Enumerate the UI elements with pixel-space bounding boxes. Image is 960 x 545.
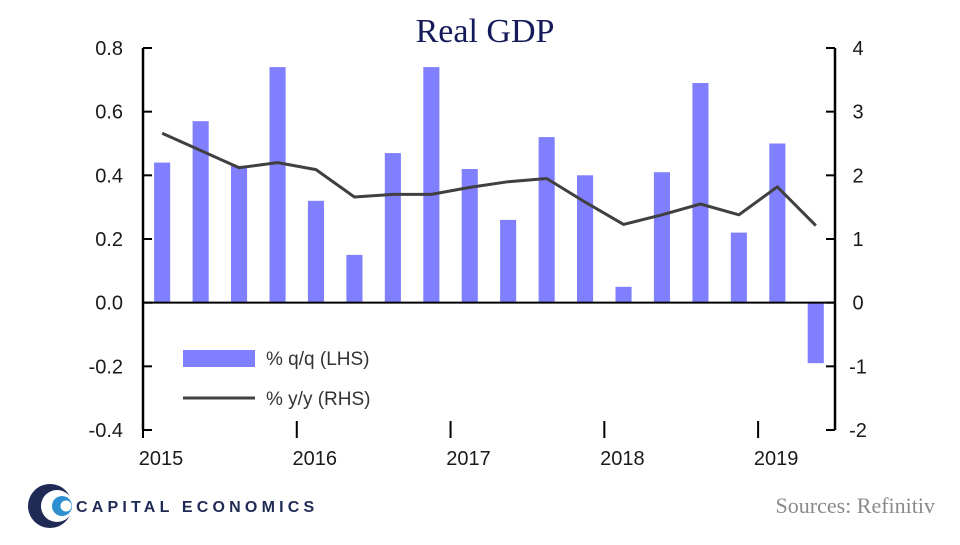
bar-2018-q3 — [692, 83, 708, 303]
bar-2016-q4 — [423, 67, 439, 303]
brand-name: CAPITAL ECONOMICS — [76, 499, 318, 516]
x-tick-label: 2018 — [600, 448, 645, 470]
right-tick-label: 4 — [852, 38, 863, 60]
left-tick-label: 0.4 — [95, 165, 123, 187]
bar-2018-q4 — [731, 233, 747, 303]
left-tick-label: 0.8 — [95, 38, 123, 60]
bar-2016-q3 — [385, 153, 401, 303]
bar-2015-q1 — [154, 163, 170, 303]
right-tick-label: 2 — [852, 165, 863, 187]
x-tick-label: 2019 — [754, 448, 799, 470]
bar-series — [154, 67, 824, 363]
x-tick-label: 2015 — [139, 448, 184, 470]
bar-2015-q4 — [270, 67, 286, 303]
bar-2018-q1 — [616, 287, 632, 303]
right-tick-label: 1 — [852, 229, 863, 251]
x-tick-label: 2016 — [293, 448, 338, 470]
left-tick-label: -0.2 — [89, 356, 123, 378]
capital-economics-logo: CAPITAL ECONOMICS — [28, 484, 318, 528]
left-tick-label: -0.4 — [89, 420, 123, 442]
right-tick-label: 0 — [852, 293, 863, 315]
bar-2017-q3 — [539, 137, 555, 303]
x-tick-label: 2017 — [446, 448, 491, 470]
bar-2017-q4 — [577, 175, 593, 302]
left-tick-label: 0.2 — [95, 229, 123, 251]
source-note: Sources: Refinitiv — [776, 493, 935, 518]
chart-title: Real GDP — [416, 13, 555, 50]
bar-2019-q1 — [769, 144, 785, 303]
right-tick-label: 3 — [852, 102, 863, 124]
bar-2016-q1 — [308, 201, 324, 303]
bar-2017-q2 — [500, 220, 516, 303]
legend-bar-label: % q/q (LHS) — [266, 349, 369, 370]
bar-2015-q3 — [231, 166, 247, 303]
line-series — [162, 133, 816, 226]
right-tick-label: -1 — [849, 356, 867, 378]
bar-2016-q2 — [346, 255, 362, 303]
legend-line-label: % y/y (RHS) — [266, 389, 371, 410]
left-tick-label: 0.6 — [95, 102, 123, 124]
bar-2019-q2 — [808, 303, 824, 364]
right-tick-label: -2 — [849, 420, 867, 442]
bar-2018-q2 — [654, 172, 670, 303]
left-tick-label: 0.0 — [95, 293, 123, 315]
legend: % q/q (LHS) % y/y (RHS) — [183, 349, 371, 410]
legend-bar-swatch — [183, 350, 255, 367]
yy-growth-line — [162, 133, 816, 225]
